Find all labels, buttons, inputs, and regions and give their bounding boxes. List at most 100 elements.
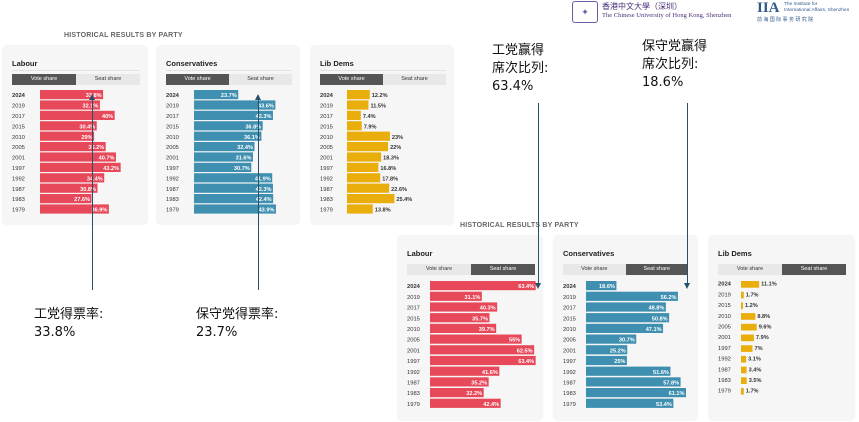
arrowhead-down-icon <box>535 283 541 289</box>
arrow-labour-vote <box>92 100 93 290</box>
tab-group: Vote share Seat share <box>12 74 140 85</box>
bar <box>430 302 498 312</box>
panel-labour-vote: Labour Vote share Seat share 2024 33.8% 20… <box>3 46 147 224</box>
value-label: 3.1% <box>748 357 761 363</box>
tab-seat-share[interactable]: Seat share <box>383 74 446 85</box>
tab-vote-share[interactable]: Vote share <box>320 74 383 85</box>
value-label: 34.4% <box>87 176 103 182</box>
tab-seat-share[interactable]: Seat share <box>76 74 140 85</box>
value-label: 3.4% <box>749 367 762 373</box>
arrow-conservatives-seat <box>687 103 688 283</box>
bar <box>430 291 482 301</box>
value-label: 53.4% <box>656 402 672 408</box>
year-label: 1987 <box>718 367 731 373</box>
iia-name-zh: 前 海 国 际 事 务 研 究 院 <box>757 17 814 23</box>
tab-group: Vote share Seat share <box>563 264 688 275</box>
year-label: 1997 <box>166 166 179 172</box>
iia-name-en: The Institute for International Affairs,… <box>784 2 850 13</box>
panel-libdems-seat: Lib Dems Vote share Seat share 2024 11.1%… <box>709 236 854 420</box>
panel-labour-seat: Labour Vote share Seat share 2024 63.4% 20… <box>398 236 542 420</box>
value-label: 23.7% <box>221 93 237 99</box>
arrowhead-down-icon <box>684 283 690 289</box>
annotation-labour-vote: 工党得票率: 33.8% <box>34 307 104 340</box>
year-label: 1987 <box>407 381 420 387</box>
bar <box>194 152 253 162</box>
value-label: 7.4% <box>363 114 376 120</box>
annotation-conservatives-seat: 保守党赢得 席次比列: 18.6% <box>642 39 708 90</box>
year-label: 1992 <box>166 176 179 182</box>
tab-vote-share[interactable]: Vote share <box>12 74 76 85</box>
year-label: 2001 <box>166 156 179 162</box>
bar <box>741 366 747 374</box>
tab-seat-share[interactable]: Seat share <box>471 264 535 275</box>
year-label: 1992 <box>563 370 576 376</box>
year-label: 2015 <box>320 124 333 130</box>
tab-vote-share[interactable]: Vote share <box>718 264 782 275</box>
tab-seat-share[interactable]: Seat share <box>229 74 292 85</box>
year-label: 2024 <box>563 284 577 290</box>
bar <box>430 366 500 376</box>
tab-vote-share[interactable]: Vote share <box>166 74 229 85</box>
bar <box>586 355 627 366</box>
panel-title: Lib Dems <box>718 249 752 258</box>
bar <box>40 162 121 172</box>
value-label: 36.1% <box>244 135 260 141</box>
year-label: 2010 <box>12 135 25 141</box>
tab-vote-share[interactable]: Vote share <box>563 264 626 275</box>
tab-seat-share[interactable]: Seat share <box>625 264 688 275</box>
year-label: 2019 <box>166 104 179 110</box>
value-label: 42.4% <box>256 197 272 203</box>
tab-group: Vote share Seat share <box>320 74 446 85</box>
year-label: 2010 <box>407 327 420 333</box>
value-label: 35.2% <box>471 381 487 387</box>
bar <box>586 398 674 408</box>
value-label: 35.7% <box>472 316 488 322</box>
value-label: 42.3% <box>256 187 272 193</box>
value-label: 8.8% <box>757 314 770 320</box>
bar <box>741 313 756 320</box>
year-label: 1983 <box>320 197 333 203</box>
year-label: 1979 <box>12 208 25 214</box>
bar <box>741 291 744 299</box>
divider <box>166 70 292 71</box>
bar <box>430 398 501 408</box>
value-label: 40.7% <box>99 156 115 162</box>
value-label: 3.5% <box>749 378 762 384</box>
tab-vote-share[interactable]: Vote share <box>407 264 471 275</box>
panel-title: Conservatives <box>166 59 218 68</box>
year-label: 2005 <box>718 325 731 331</box>
divider <box>12 70 140 71</box>
year-label: 1992 <box>407 370 420 376</box>
bar <box>40 100 100 110</box>
bar <box>430 345 535 355</box>
year-label: 2005 <box>12 145 25 151</box>
value-label: 47.1% <box>646 327 662 333</box>
value-label: 12.2% <box>372 93 388 99</box>
bar <box>194 162 252 172</box>
bar <box>586 377 681 387</box>
panel-title: Lib Dems <box>320 59 354 68</box>
year-label: 2001 <box>563 348 576 354</box>
tab-seat-share[interactable]: Seat share <box>782 264 846 275</box>
section-title-vote: HISTORICAL RESULTS BY PARTY <box>64 32 183 39</box>
bar <box>194 142 255 152</box>
year-label: 1979 <box>407 402 420 408</box>
bar <box>40 204 109 214</box>
year-label: 1983 <box>166 197 179 203</box>
arrow-labour-seat <box>538 103 539 283</box>
arrowhead-up-icon <box>89 94 95 100</box>
value-label: 13.8% <box>375 208 391 214</box>
value-label: 25.2% <box>610 348 626 354</box>
bar <box>194 90 239 100</box>
cuhk-name-zh: 香港中文大學（深圳） <box>602 2 682 11</box>
value-label: 27.6% <box>74 197 90 203</box>
year-label: 2005 <box>166 145 179 151</box>
bar <box>430 323 497 333</box>
year-label: 1997 <box>718 346 731 352</box>
year-label: 1983 <box>563 391 576 397</box>
bar <box>430 355 536 366</box>
bar <box>194 204 276 214</box>
bar <box>347 173 381 183</box>
value-label: 56.2% <box>661 295 677 301</box>
value-label: 25% <box>614 359 625 365</box>
